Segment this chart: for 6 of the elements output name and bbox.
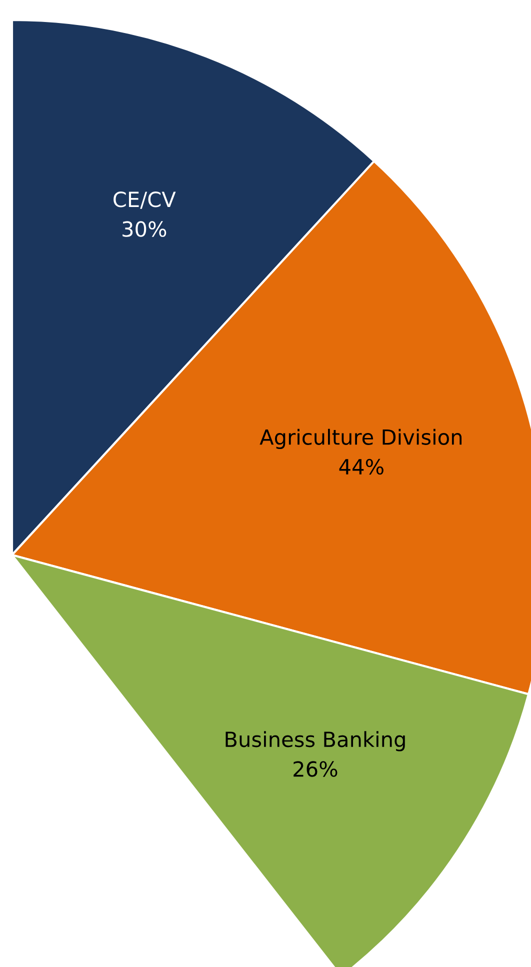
slice-label: Business Banking: [226, 731, 405, 752]
data-label: 30%: [122, 221, 166, 237]
data-label: 44%: [339, 458, 384, 475]
slice-label: CE/CV: [114, 192, 176, 209]
data-label: 26%: [294, 761, 338, 777]
slice-label: Agriculture Division: [260, 428, 462, 449]
